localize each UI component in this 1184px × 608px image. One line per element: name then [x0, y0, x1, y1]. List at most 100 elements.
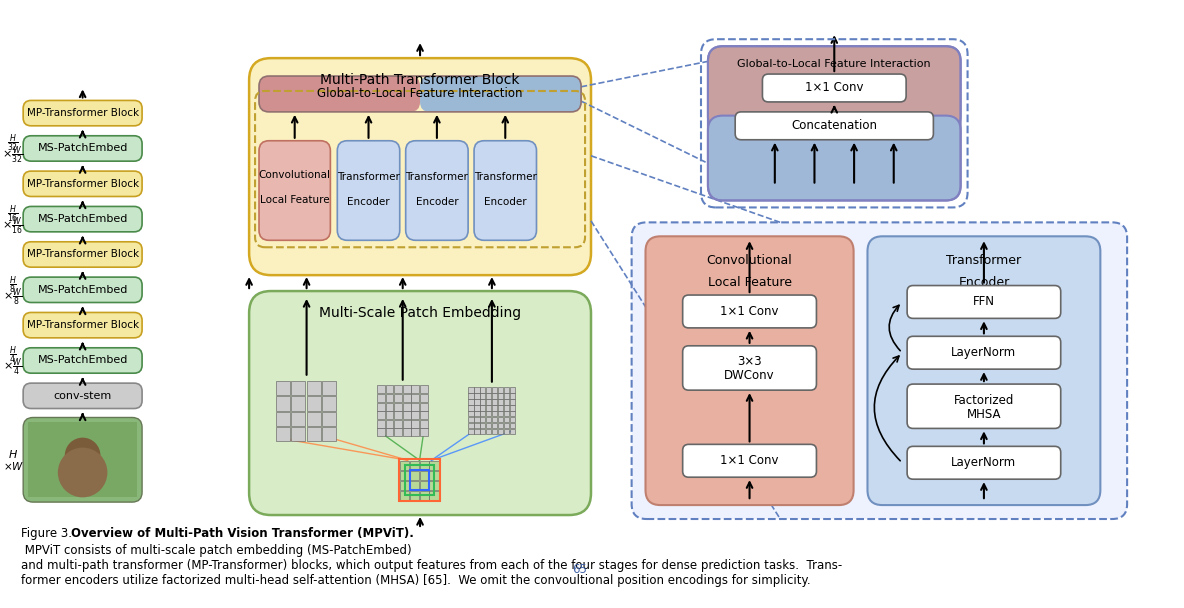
Bar	[399, 459, 440, 501]
Bar	[276, 427, 290, 441]
Text: Convolutional: Convolutional	[258, 170, 330, 179]
Bar	[503, 417, 509, 423]
Bar	[510, 393, 515, 399]
Bar	[403, 385, 411, 393]
Bar	[386, 429, 393, 437]
FancyBboxPatch shape	[474, 140, 536, 240]
Bar	[430, 491, 438, 500]
Bar	[276, 381, 290, 395]
Bar	[419, 461, 429, 470]
Bar	[420, 429, 427, 437]
Text: MPViT consists of multi-scale patch embedding (MS-PatchEmbed)
and multi-path tra: MPViT consists of multi-scale patch embe…	[21, 544, 843, 587]
Bar	[503, 399, 509, 404]
Bar	[405, 465, 435, 495]
Text: Global-to-Local Feature Interaction: Global-to-Local Feature Interaction	[738, 59, 931, 69]
FancyBboxPatch shape	[708, 46, 960, 131]
Bar	[377, 411, 385, 419]
Bar	[485, 423, 491, 429]
Text: MS-PatchEmbed: MS-PatchEmbed	[38, 356, 128, 365]
Bar	[497, 387, 503, 393]
Bar	[411, 385, 419, 393]
FancyBboxPatch shape	[907, 446, 1061, 479]
Bar	[480, 417, 485, 423]
Bar	[403, 420, 411, 428]
Bar	[400, 481, 408, 490]
Text: MS-PatchEmbed: MS-PatchEmbed	[38, 143, 128, 153]
Text: 1×1 Conv: 1×1 Conv	[720, 305, 779, 318]
Text: conv-stem: conv-stem	[53, 391, 111, 401]
Bar	[468, 405, 474, 410]
Text: MS-PatchEmbed: MS-PatchEmbed	[38, 285, 128, 295]
Text: $\frac{H}{16}$: $\frac{H}{16}$	[7, 204, 19, 225]
Bar	[322, 396, 336, 410]
Text: $\times$$\frac{W}{32}$: $\times$$\frac{W}{32}$	[2, 145, 24, 166]
Bar	[480, 423, 485, 429]
Bar	[485, 387, 491, 393]
FancyBboxPatch shape	[683, 444, 817, 477]
Bar	[400, 461, 408, 470]
Text: Factorized: Factorized	[954, 393, 1015, 407]
Text: LayerNorm: LayerNorm	[952, 346, 1017, 359]
Bar	[491, 411, 497, 416]
Bar	[497, 417, 503, 423]
Bar	[291, 396, 305, 410]
Bar	[411, 402, 419, 410]
Bar	[468, 399, 474, 404]
Bar	[468, 411, 474, 416]
Bar	[403, 402, 411, 410]
Text: Concatenation: Concatenation	[791, 119, 877, 133]
Bar	[403, 394, 411, 402]
Bar	[474, 393, 480, 399]
FancyBboxPatch shape	[24, 313, 142, 338]
FancyBboxPatch shape	[708, 116, 960, 201]
FancyBboxPatch shape	[24, 100, 142, 126]
FancyBboxPatch shape	[907, 384, 1061, 429]
Bar	[322, 412, 336, 426]
Bar	[480, 399, 485, 404]
Bar	[430, 461, 438, 470]
Text: $H$: $H$	[8, 448, 18, 460]
Text: MP-Transformer Block: MP-Transformer Block	[26, 108, 139, 118]
Bar	[485, 393, 491, 399]
Bar	[394, 394, 403, 402]
Text: 65: 65	[572, 563, 587, 576]
Text: Transformer: Transformer	[474, 171, 536, 182]
Text: MHSA: MHSA	[966, 408, 1002, 421]
Bar	[394, 385, 403, 393]
Circle shape	[58, 447, 108, 497]
Bar	[419, 471, 429, 480]
Text: FFN: FFN	[973, 295, 995, 308]
Text: Transformer: Transformer	[946, 254, 1022, 267]
Bar	[377, 420, 385, 428]
Bar	[307, 427, 321, 441]
Bar	[291, 427, 305, 441]
Bar	[276, 412, 290, 426]
Bar	[474, 411, 480, 416]
Bar	[485, 399, 491, 404]
FancyBboxPatch shape	[24, 242, 142, 267]
Bar	[497, 411, 503, 416]
FancyBboxPatch shape	[683, 295, 817, 328]
Text: $\frac{H}{32}$: $\frac{H}{32}$	[7, 133, 19, 154]
Text: DWConv: DWConv	[725, 370, 774, 382]
FancyBboxPatch shape	[24, 383, 142, 409]
Bar	[410, 491, 419, 500]
Bar	[386, 402, 393, 410]
FancyBboxPatch shape	[907, 286, 1061, 319]
Text: MP-Transformer Block: MP-Transformer Block	[26, 249, 139, 260]
Text: 3×3: 3×3	[738, 355, 761, 368]
Bar	[394, 402, 403, 410]
Bar	[386, 420, 393, 428]
Bar	[377, 402, 385, 410]
FancyBboxPatch shape	[683, 346, 817, 390]
Bar	[377, 394, 385, 402]
FancyBboxPatch shape	[24, 418, 142, 502]
Bar	[491, 393, 497, 399]
Text: Multi-Path Transformer Block: Multi-Path Transformer Block	[321, 73, 520, 87]
Bar	[485, 429, 491, 434]
Bar	[403, 411, 411, 419]
Bar	[28, 423, 137, 497]
FancyBboxPatch shape	[259, 76, 420, 112]
Bar	[474, 387, 480, 393]
Bar	[474, 399, 480, 404]
